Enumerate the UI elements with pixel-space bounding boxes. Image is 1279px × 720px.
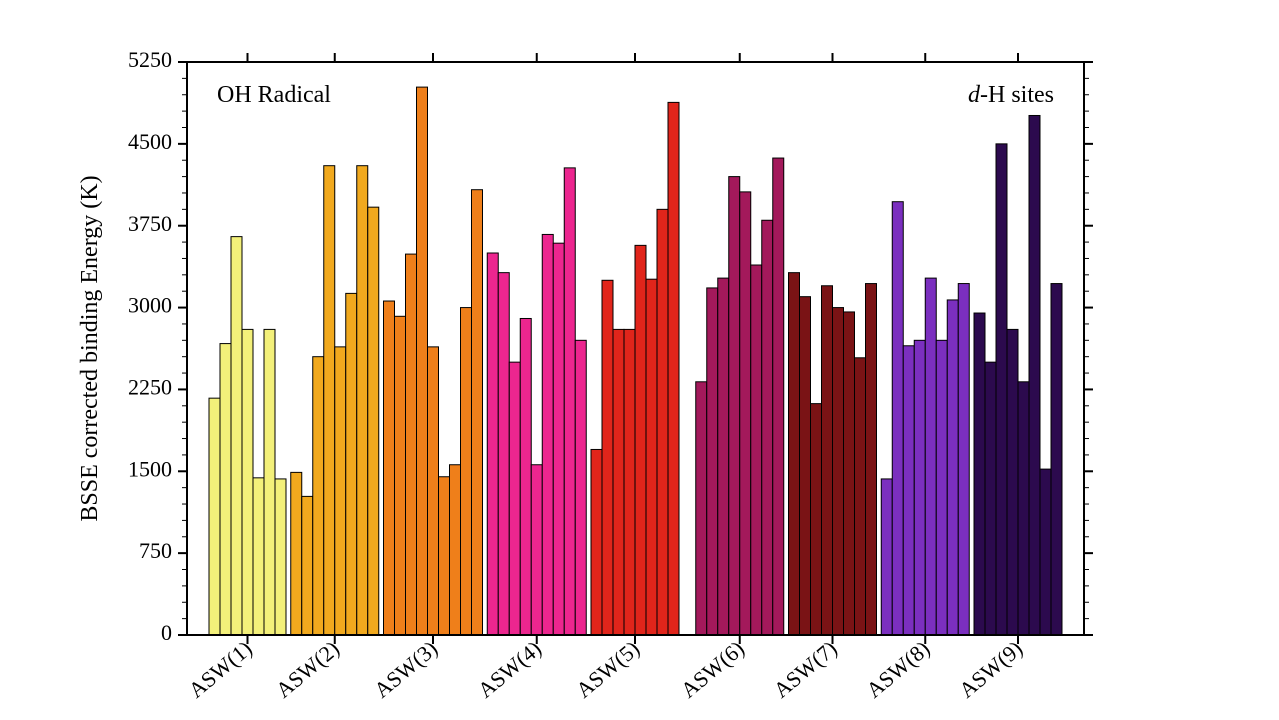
bar xyxy=(985,362,996,635)
bar xyxy=(439,477,450,635)
bar xyxy=(881,479,892,635)
bar xyxy=(866,284,877,635)
annotation-right: d-H sites xyxy=(968,82,1054,108)
bar xyxy=(855,358,866,635)
bar xyxy=(696,382,707,635)
bar xyxy=(487,253,498,635)
y-tick-label: 0 xyxy=(161,620,172,645)
bar xyxy=(635,245,646,635)
bar xyxy=(231,237,242,635)
bar xyxy=(789,273,800,635)
bar xyxy=(591,449,602,635)
bar xyxy=(762,220,773,635)
bar xyxy=(357,166,368,635)
bar xyxy=(958,284,969,635)
bar xyxy=(892,202,903,635)
y-tick-label: 3750 xyxy=(128,211,172,236)
bar xyxy=(1040,469,1051,635)
bar xyxy=(368,207,379,635)
bar xyxy=(624,329,635,635)
bar xyxy=(1051,284,1062,635)
x-tick-label: ASW(7) xyxy=(769,636,842,703)
bar xyxy=(822,286,833,635)
bar xyxy=(844,312,855,635)
bar xyxy=(291,472,302,635)
bar xyxy=(542,234,553,635)
bar xyxy=(773,158,784,635)
bar-chart: 0 750 1500 2250 3000 3750 4500 5250 BSSE correct… xyxy=(0,0,1279,720)
bar xyxy=(602,280,613,635)
y-tick-label: 4500 xyxy=(128,129,172,154)
y-axis-label: BSSE corrected binding Energy (K) xyxy=(77,175,103,521)
x-tick-label: ASW(2) xyxy=(271,636,344,703)
bar xyxy=(395,316,406,635)
bar xyxy=(947,300,958,635)
bar xyxy=(575,340,586,635)
bar xyxy=(264,329,275,635)
bar xyxy=(209,398,220,635)
bar xyxy=(646,279,657,635)
annotation-left: OH Radical xyxy=(217,82,331,108)
bar xyxy=(718,278,729,635)
bar xyxy=(925,278,936,635)
bar xyxy=(346,293,357,635)
x-tick-label: ASW(1) xyxy=(184,636,257,703)
bar xyxy=(833,308,844,635)
x-tick-label: ASW(3) xyxy=(369,636,442,703)
bar xyxy=(751,265,762,635)
bar xyxy=(553,243,564,635)
bar xyxy=(253,478,264,635)
bar xyxy=(996,144,1007,635)
bar xyxy=(220,344,231,635)
bar xyxy=(740,192,751,635)
bar xyxy=(302,496,313,635)
bar xyxy=(324,166,335,635)
bar xyxy=(657,209,668,635)
bar xyxy=(903,346,914,635)
bar xyxy=(613,329,624,635)
bar xyxy=(335,347,346,635)
bar xyxy=(800,297,811,635)
bar xyxy=(531,465,542,635)
bar xyxy=(509,362,520,635)
bar xyxy=(811,404,822,635)
chart-container: 0 750 1500 2250 3000 3750 4500 5250 BSSE correct… xyxy=(0,0,1279,720)
bar xyxy=(498,273,509,635)
y-tick-label: 750 xyxy=(139,538,172,563)
bar xyxy=(729,177,740,635)
bar xyxy=(668,102,679,635)
bar xyxy=(461,308,472,635)
bar xyxy=(428,347,439,635)
bar xyxy=(450,465,461,635)
bar xyxy=(564,168,575,635)
y-tick-label: 3000 xyxy=(128,293,172,318)
bar xyxy=(1029,115,1040,635)
y-tick-label: 1500 xyxy=(128,456,172,481)
x-tick-label: ASW(6) xyxy=(676,636,749,703)
x-tick-label: ASW(8) xyxy=(861,636,934,703)
bar xyxy=(1007,329,1018,635)
bar xyxy=(313,357,324,635)
y-tick-label: 2250 xyxy=(128,374,172,399)
bar xyxy=(472,190,483,635)
bar xyxy=(242,329,253,635)
bar xyxy=(936,340,947,635)
bar xyxy=(707,288,718,635)
x-tick-label: ASW(4) xyxy=(473,636,546,703)
y-tick-label: 5250 xyxy=(128,47,172,72)
bar xyxy=(914,340,925,635)
bar xyxy=(1018,382,1029,635)
bar xyxy=(974,313,985,635)
bar xyxy=(406,254,417,635)
bar xyxy=(417,87,428,635)
x-tick-label: ASW(5) xyxy=(571,636,644,703)
bar xyxy=(384,301,395,635)
bar xyxy=(520,318,531,635)
bar xyxy=(275,479,286,635)
x-tick-label: ASW(9) xyxy=(954,636,1027,703)
